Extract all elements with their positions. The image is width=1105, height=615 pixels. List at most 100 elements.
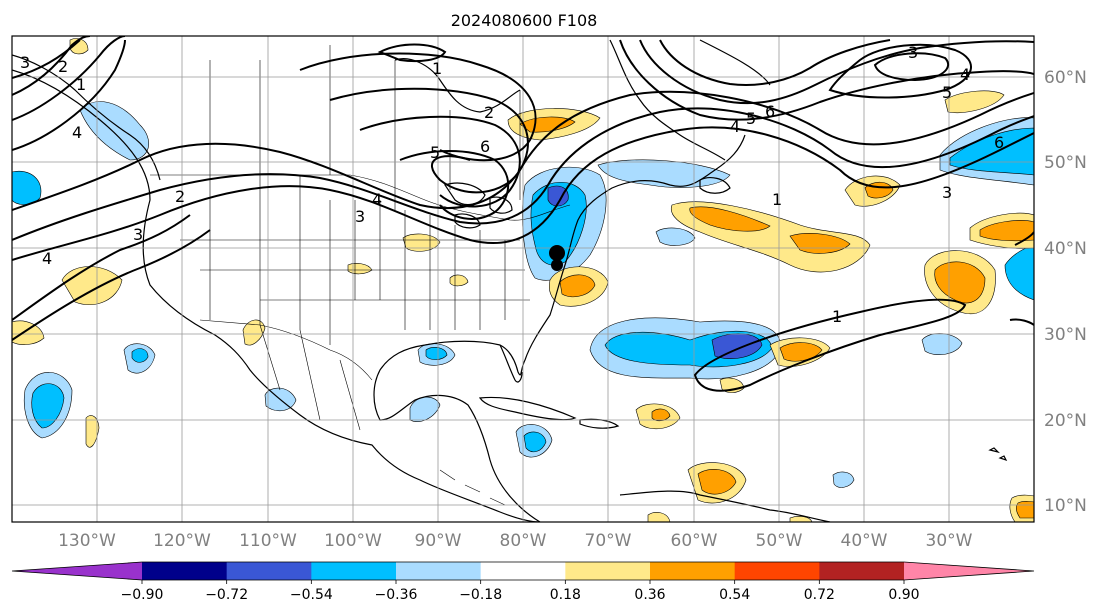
lon-label: 60°W — [671, 531, 718, 551]
contour-line — [639, 39, 1034, 105]
florida-coastline — [499, 344, 523, 383]
contour-label: 1 — [772, 190, 782, 209]
cuba-coastline — [478, 396, 577, 421]
contour-line — [1009, 231, 1034, 326]
negative-anomaly-region — [425, 346, 448, 360]
positive-anomaly-region — [242, 319, 266, 346]
positive-anomaly-region — [1015, 501, 1034, 519]
contour-label: 3 — [133, 225, 143, 244]
colorbar-tick-label: −0.54 — [290, 587, 333, 603]
political-borders — [150, 45, 571, 506]
contour-line — [659, 39, 891, 87]
map-title: 2024080600 F108 — [451, 11, 598, 30]
colorbar-segment — [396, 562, 482, 580]
contour-line — [12, 39, 81, 79]
positive-anomaly-region — [61, 266, 123, 306]
colorbar-segment — [904, 562, 1034, 580]
colorbar-segment — [311, 562, 397, 580]
negative-anomaly-region — [832, 471, 855, 488]
lon-label: 80°W — [500, 531, 547, 551]
positive-anomaly-region — [934, 261, 986, 304]
positive-anomaly-region — [689, 206, 771, 232]
negative-anomaly-region — [12, 170, 42, 205]
latitude-gridlines — [12, 76, 1034, 506]
contour-label: 4 — [960, 65, 970, 84]
contour-label: 6 — [480, 137, 490, 156]
contour-label: 1 — [76, 75, 86, 94]
colorbar-tick-label: 0.18 — [550, 587, 581, 603]
lon-label: 30°W — [926, 531, 973, 551]
lon-label: 120°W — [153, 531, 211, 551]
colorbar-segment — [226, 562, 312, 580]
contour-line — [12, 229, 211, 341]
newfoundland-coastline — [699, 177, 731, 194]
colorbar-tick-label: 0.36 — [634, 587, 665, 603]
colorbar-segment — [734, 562, 820, 580]
positive-anomaly-region — [779, 342, 823, 362]
contour-line — [12, 214, 191, 321]
colorbar-segment — [142, 562, 228, 580]
map-frame — [11, 35, 1035, 523]
negative-anomaly-region — [1004, 244, 1034, 301]
contour-line — [399, 150, 510, 220]
contour-line — [377, 43, 447, 63]
positive-anomaly-region — [559, 274, 596, 297]
positive-anomaly-region — [944, 90, 1005, 113]
south-america-coastline — [619, 490, 831, 522]
colorbar-segment — [565, 562, 651, 580]
labrador-coastline — [609, 39, 726, 161]
negative-anomaly-region — [597, 159, 731, 188]
lon-label: 90°W — [415, 531, 462, 551]
coastlines — [12, 39, 1008, 522]
contour-label: 6 — [994, 133, 1004, 152]
colorbar-tick-label: −0.90 — [121, 587, 164, 603]
state-borders — [180, 175, 530, 345]
negative-anomaly-region — [547, 185, 569, 207]
contour-labels: 3 2 1 4 3 4 1 2 6 5 4 3 2 6 5 4 3 1 3 4 … — [20, 43, 1004, 326]
contour-line — [828, 43, 972, 99]
contour-label: 2 — [58, 57, 68, 76]
map-panel: 3 2 1 4 3 4 1 2 6 5 4 3 2 6 5 4 3 1 3 4 … — [11, 35, 1087, 551]
contour-label: 1 — [432, 59, 442, 78]
colorbar-segment — [819, 562, 905, 580]
colorbar-tick-label: 0.72 — [804, 587, 835, 603]
positive-anomaly-region — [697, 469, 737, 495]
contour-label: 3 — [355, 207, 365, 226]
contour-label: 5 — [430, 143, 440, 162]
contour-line — [12, 39, 126, 151]
lat-label: 40°N — [1044, 239, 1087, 259]
lat-label: 30°N — [1044, 325, 1087, 345]
contour-label: 5 — [746, 109, 756, 128]
us-mexico-border — [199, 319, 373, 381]
positive-anomaly-region — [647, 512, 671, 522]
contour-line — [873, 52, 950, 82]
positive-anomaly-region — [979, 220, 1034, 242]
lat-label: 10°N — [1044, 496, 1087, 516]
longitude-gridlines — [96, 36, 950, 522]
hispaniola-coastline — [579, 418, 620, 429]
lat-label: 50°N — [1044, 153, 1087, 173]
negative-anomaly-region — [523, 431, 547, 453]
azores-islands — [988, 447, 1008, 462]
colorbar-tick-label: 0.90 — [888, 587, 919, 603]
mexico-gulf-coastline — [373, 134, 746, 522]
contour-lines — [12, 36, 1034, 392]
contour-line — [693, 298, 967, 392]
contour-label: 5 — [942, 83, 952, 102]
lon-label: 40°W — [841, 531, 888, 551]
positive-anomaly-region — [449, 274, 469, 287]
contour-label: 3 — [942, 183, 952, 202]
us-canada-border — [150, 174, 571, 221]
positive-anomaly-region — [12, 320, 45, 345]
contour-line — [329, 87, 529, 194]
contour-label: 4 — [72, 123, 82, 142]
contour-label: 3 — [908, 43, 918, 62]
contour-label: 4 — [42, 249, 52, 268]
lat-label: 20°N — [1044, 411, 1087, 431]
colorbar-tick-label: 0.54 — [719, 587, 750, 603]
contour-label: 6 — [765, 102, 775, 121]
negative-anomaly-region — [655, 227, 696, 246]
contour-label: 2 — [484, 103, 494, 122]
contour-label: 4 — [730, 117, 740, 136]
